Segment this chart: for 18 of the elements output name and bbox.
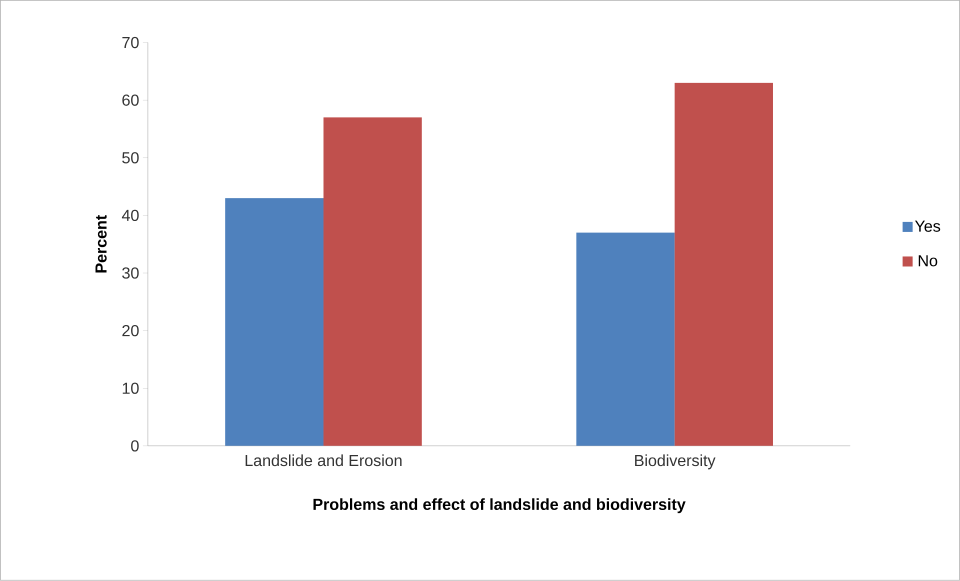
y-tick-label: 40 — [122, 210, 139, 222]
y-tick-label: 30 — [122, 267, 139, 279]
bar — [323, 118, 422, 446]
y-tick-label: 60 — [122, 94, 139, 106]
legend-label: No — [918, 255, 938, 267]
x-tick-label: Landslide and Erosion — [246, 454, 402, 466]
bar — [576, 232, 675, 446]
y-axis-title: Percent — [96, 215, 107, 273]
x-tick-label: Biodiversity — [635, 454, 716, 470]
y-tick-label: 20 — [122, 325, 139, 336]
legend-label: Yes — [914, 220, 940, 232]
y-tick-label: 0 — [131, 440, 139, 452]
bar — [225, 198, 324, 446]
bar — [674, 83, 773, 446]
y-tick-label: 50 — [122, 152, 139, 164]
x-axis-title: Problems and effect of landslide and biodiversity — [314, 498, 686, 514]
y-tick-label: 70 — [122, 37, 139, 48]
y-tick-label: 10 — [122, 382, 139, 394]
